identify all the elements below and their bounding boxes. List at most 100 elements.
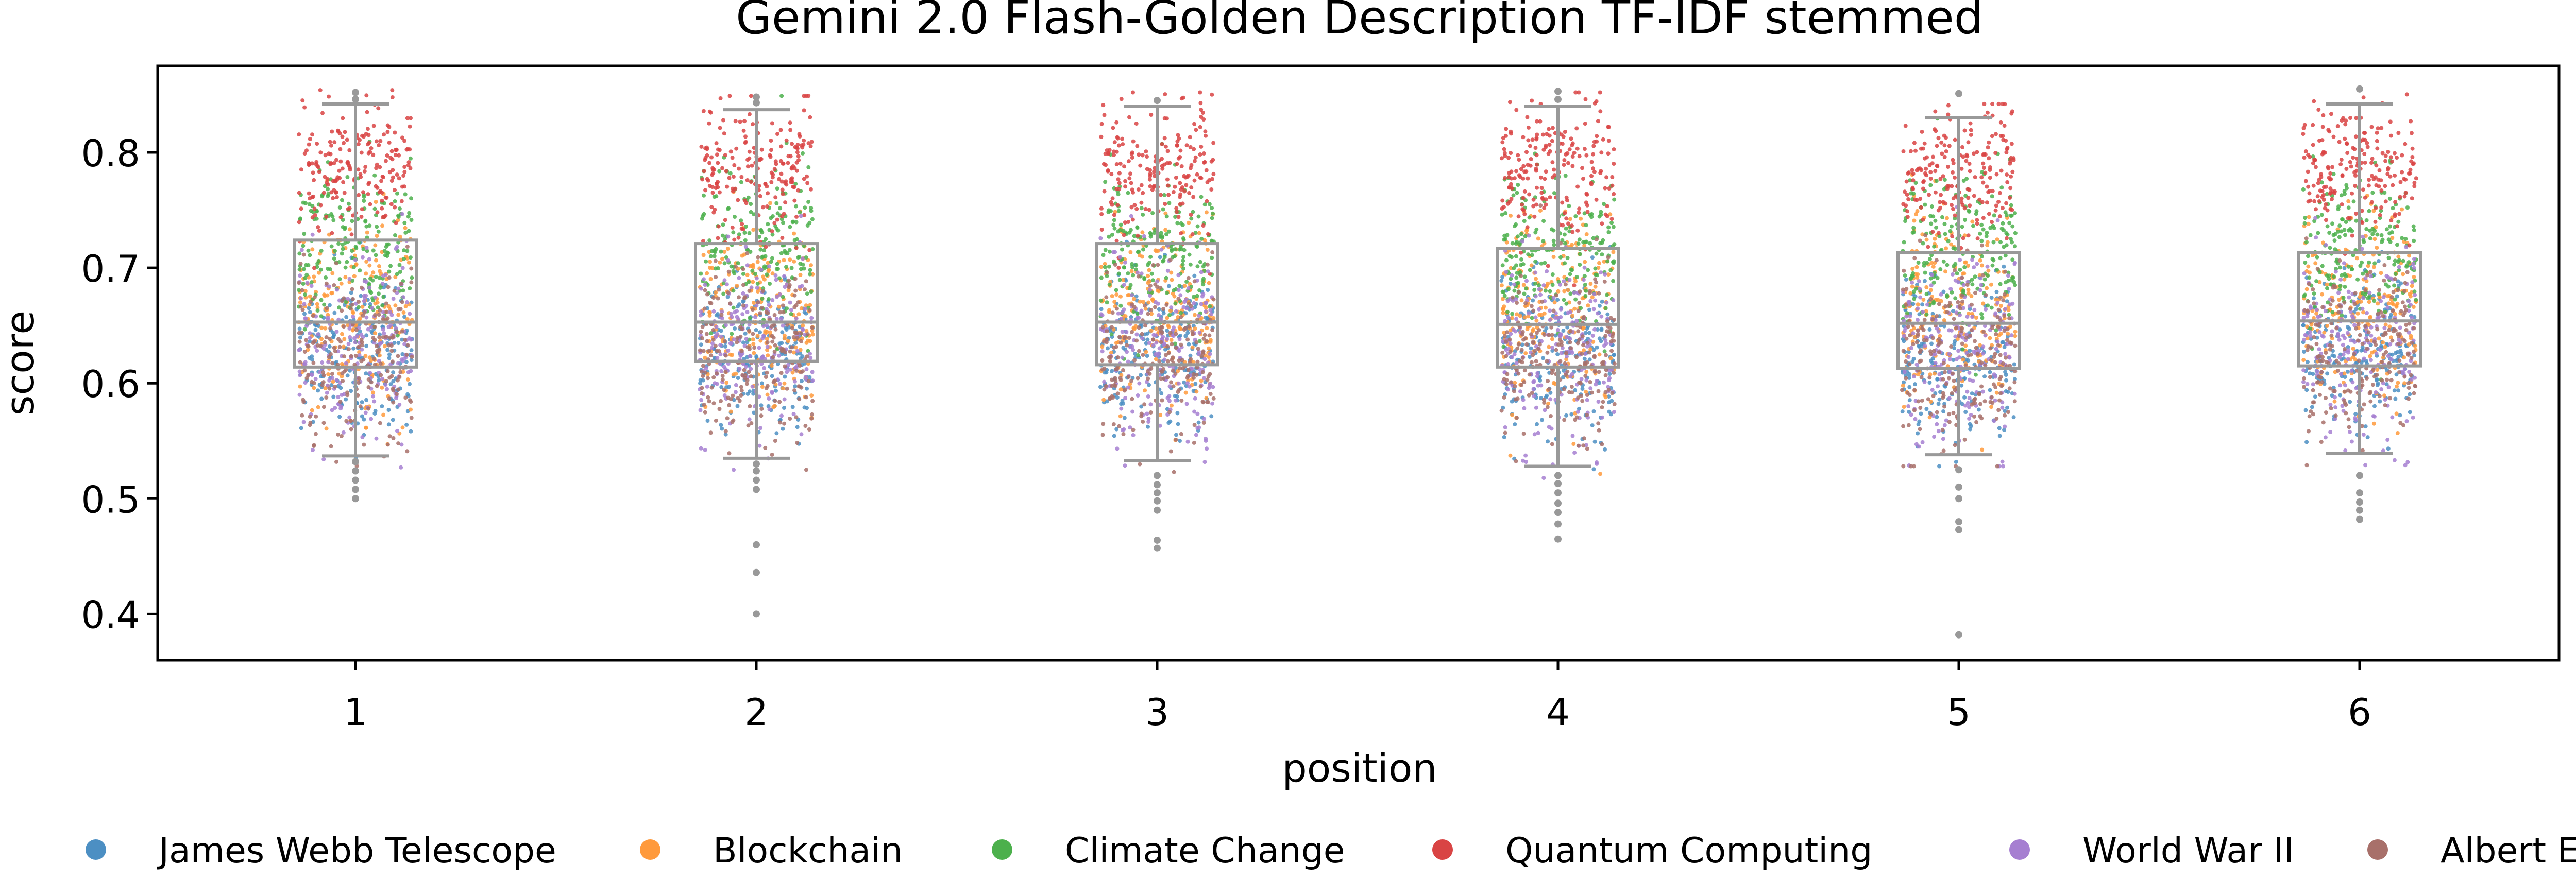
strip-point bbox=[1168, 449, 1173, 454]
strip-point bbox=[1101, 103, 1106, 108]
strip-point bbox=[719, 385, 724, 389]
strip-point bbox=[1141, 191, 1145, 195]
strip-point bbox=[1550, 139, 1554, 143]
strip-point bbox=[702, 193, 706, 198]
strip-point bbox=[349, 354, 353, 358]
strip-point bbox=[700, 336, 704, 340]
strip-point bbox=[1116, 265, 1121, 270]
strip-point bbox=[1600, 221, 1604, 226]
strip-point bbox=[1150, 337, 1155, 342]
strip-point bbox=[736, 235, 741, 240]
strip-point bbox=[808, 351, 812, 356]
strip-point bbox=[1585, 393, 1589, 397]
strip-point bbox=[784, 182, 789, 187]
strip-point bbox=[1120, 355, 1125, 360]
strip-point bbox=[1140, 153, 1145, 158]
strip-point bbox=[749, 285, 754, 290]
strip-point bbox=[717, 349, 721, 353]
strip-point bbox=[371, 124, 376, 128]
strip-point bbox=[386, 408, 391, 412]
strip-point bbox=[1210, 92, 1214, 97]
strip-point bbox=[1502, 334, 1507, 338]
strip-point bbox=[347, 227, 352, 232]
strip-point bbox=[808, 272, 812, 277]
strip-point bbox=[1516, 153, 1520, 158]
strip-point bbox=[793, 345, 798, 350]
strip-point bbox=[1531, 197, 1536, 202]
strip-point bbox=[1962, 395, 1967, 400]
strip-point bbox=[719, 334, 723, 339]
strip-point bbox=[783, 285, 787, 289]
strip-point bbox=[381, 317, 385, 322]
strip-point bbox=[1144, 341, 1148, 346]
strip-point bbox=[772, 349, 777, 354]
strip-point bbox=[796, 188, 801, 193]
strip-point bbox=[787, 278, 791, 283]
strip-point bbox=[759, 228, 764, 233]
strip-point bbox=[735, 336, 740, 340]
strip-point bbox=[722, 339, 727, 343]
strip-point bbox=[804, 329, 809, 333]
strip-point bbox=[372, 331, 377, 336]
strip-point bbox=[1517, 290, 1521, 295]
strip-point bbox=[741, 303, 745, 308]
strip-point bbox=[312, 266, 316, 270]
strip-point bbox=[1515, 239, 1519, 244]
strip-point bbox=[1171, 189, 1176, 194]
strip-point bbox=[1120, 247, 1124, 252]
strip-point bbox=[743, 134, 748, 139]
strip-point bbox=[1604, 292, 1609, 297]
strip-point bbox=[1608, 316, 1613, 320]
strip-point bbox=[343, 226, 347, 230]
strip-point bbox=[1532, 379, 1536, 384]
strip-point bbox=[308, 414, 312, 419]
strip-point bbox=[1520, 202, 1524, 207]
strip-point bbox=[377, 353, 382, 358]
strip-point bbox=[1570, 268, 1574, 272]
strip-point bbox=[789, 266, 794, 270]
strip-point bbox=[1591, 307, 1596, 312]
strip-point bbox=[765, 204, 770, 209]
strip-point bbox=[782, 274, 787, 279]
strip-point bbox=[1165, 337, 1170, 341]
strip-point bbox=[1182, 248, 1187, 252]
strip-point bbox=[756, 255, 760, 260]
strip-point bbox=[786, 161, 790, 165]
strip-point bbox=[1515, 396, 1520, 401]
strip-point bbox=[1567, 278, 1572, 282]
strip-point bbox=[301, 244, 306, 248]
strip-point bbox=[1606, 139, 1611, 143]
strip-point bbox=[403, 304, 408, 308]
strip-point bbox=[1146, 312, 1150, 316]
strip-point bbox=[1530, 137, 1535, 142]
strip-point bbox=[777, 382, 782, 386]
strip-point bbox=[1114, 306, 1119, 311]
strip-point bbox=[1174, 346, 1178, 350]
strip-point bbox=[364, 93, 369, 98]
strip-point bbox=[1109, 209, 1113, 213]
strip-point bbox=[1112, 434, 1116, 438]
strip-point bbox=[395, 333, 400, 338]
strip-point bbox=[762, 366, 767, 370]
strip-point bbox=[359, 150, 364, 155]
strip-point bbox=[1099, 134, 1104, 139]
strip-point bbox=[363, 219, 368, 224]
strip-point bbox=[1599, 210, 1603, 214]
strip-point bbox=[362, 169, 367, 174]
strip-point bbox=[1116, 177, 1121, 182]
strip-point bbox=[1192, 147, 1196, 151]
strip-point bbox=[713, 258, 718, 263]
strip-point bbox=[1139, 373, 1143, 377]
strip-point bbox=[744, 382, 749, 386]
strip-point bbox=[1123, 396, 1128, 400]
strip-point bbox=[1533, 294, 1538, 299]
strip-point bbox=[1158, 285, 1162, 290]
strip-point bbox=[1994, 289, 1999, 294]
strip-point bbox=[365, 249, 369, 253]
strip-point bbox=[1185, 175, 1190, 179]
strip-point bbox=[1595, 134, 1599, 139]
strip-point bbox=[785, 386, 789, 391]
strip-point bbox=[765, 272, 769, 277]
strip-point bbox=[1117, 335, 1122, 339]
strip-point bbox=[1520, 207, 1525, 212]
